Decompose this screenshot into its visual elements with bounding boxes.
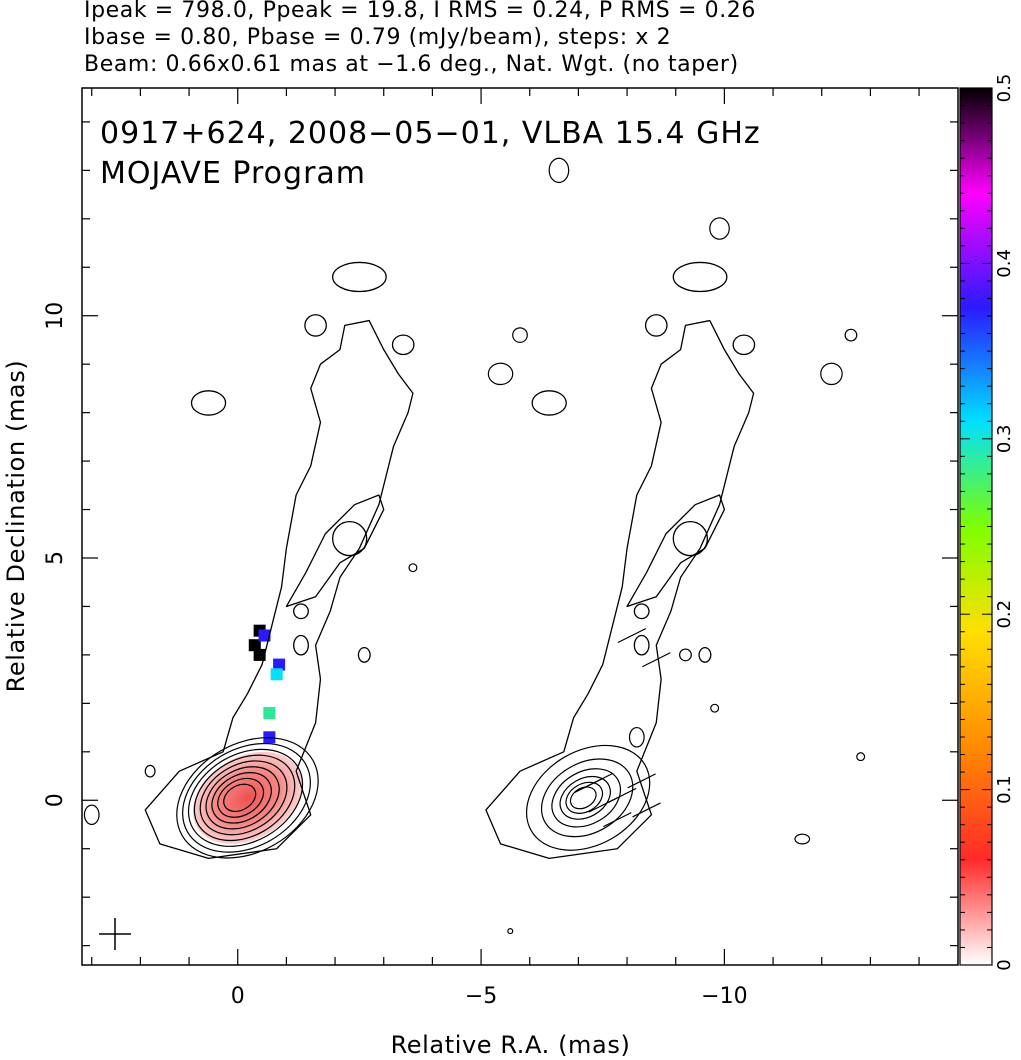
core-contour [187,748,304,847]
y-axis: 0 5 10 [43,121,958,947]
noise-contour [679,648,692,662]
colorbar-tick-label: 0.5 [994,74,1015,103]
polarized-core [192,751,303,844]
polarization-pixel [248,639,261,652]
core-contour [199,760,288,836]
colorbar-tick-label: 0.4 [994,249,1015,278]
outer-contour [485,319,755,860]
program-annotation: MOJAVE Program [100,156,367,191]
noise-contour [487,362,514,386]
polarization-panel [485,261,756,860]
noise-contour [304,314,327,337]
plot-frame [81,87,959,966]
polarization-vector [603,812,632,828]
noise-contour [190,390,227,416]
polarization-vector [641,652,671,668]
x-tick-label: 0 [231,984,245,1009]
noise-contour [507,928,514,935]
noise-contour [644,314,668,337]
outer-contour [144,319,414,860]
noise-contour [710,703,720,713]
core-contour [205,766,280,830]
y-tick-label: 5 [43,551,68,565]
header-base-line: Ibase = 0.80, Pbase = 0.79 (mJy/beam), s… [84,25,672,50]
x-tick-label: −5 [465,984,497,1009]
knot-contour [331,521,368,557]
colorbar-tick-label: 0.2 [994,600,1015,629]
noise-contour [628,726,645,748]
noise-contour [820,362,843,386]
polarization-pixel [263,707,276,720]
noise-contour [856,752,866,762]
polarization-vector [573,778,603,794]
noise-contour [357,646,371,663]
noise-contour [391,334,415,356]
noise-contour [672,261,728,293]
x-tick-label: −10 [701,984,747,1009]
header-beam-line: Beam: 0.66x0.61 mas at −1.6 deg., Nat. W… [84,52,739,77]
core-contour [193,754,296,842]
colorbar [959,87,993,966]
core-contour [176,737,319,859]
beam-marker [99,918,131,950]
core-contour [211,772,272,824]
polarization-vector [632,802,661,818]
noise-contour [293,634,309,656]
noise-contour [633,603,650,620]
noise-contour [698,646,712,663]
y-tick-label: 0 [43,793,68,807]
noise-contour [83,804,100,826]
y-tick-label: 10 [43,302,68,330]
core-contour [565,781,604,814]
core-contour [217,777,265,818]
total-intensity-panel [83,157,866,935]
inner-jet-contour [626,494,726,608]
polarization-pixel [258,629,271,642]
noise-contour [408,563,418,573]
noise-contour [293,603,309,620]
core-contour [525,744,651,851]
colorbar-tick-label: 0.1 [994,775,1015,804]
header-stats-line: Ipeak = 798.0, Ppeak = 19.8, I RMS = 0.2… [84,0,756,23]
x-axis-label: Relative R.A. (mas) [390,1031,631,1059]
noise-contour [633,634,650,656]
polarization-pixel [273,658,286,671]
noise-contour [844,328,858,342]
core-contour [551,768,621,828]
y-axis-label: Relative Declination (mas) [2,359,30,693]
noise-contour [794,833,811,845]
noise-contour [548,157,570,184]
x-axis: 0 −5 −10 [91,88,920,1009]
noise-contour [144,764,156,778]
colorbar-tick-label: 0 [994,959,1015,970]
polarization-vector [617,627,647,644]
core-contour [223,783,257,813]
core-contour [559,775,611,820]
polarization-vector [627,773,656,789]
inner-jet-contour [285,494,385,608]
polarization-pixel [253,648,266,661]
colorbar-tick-label: 0.3 [994,424,1015,453]
noise-contour [732,334,756,356]
polarization-pixel [270,668,283,681]
source-annotation: 0917+624, 2008−05−01, VLBA 15.4 GHz [100,116,761,151]
noise-contour [331,261,387,293]
colorbar-ticks: 0 0.1 0.2 0.3 0.4 0.5 [960,74,1015,971]
polarization-vector [607,787,637,803]
core-contour [540,758,634,838]
core-contour [182,742,311,853]
core-contour [569,786,597,810]
noise-contour [531,390,567,416]
noise-contour [512,327,528,343]
knot-contour [672,521,709,557]
noise-contour [709,217,730,240]
